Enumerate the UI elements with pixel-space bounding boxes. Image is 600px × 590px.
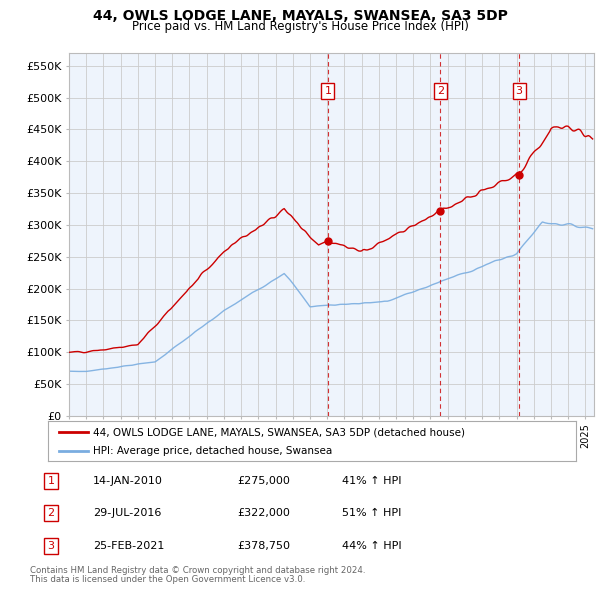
Text: 3: 3 bbox=[515, 86, 523, 96]
Text: 1: 1 bbox=[47, 476, 55, 486]
Text: 2: 2 bbox=[437, 86, 444, 96]
Text: 51% ↑ HPI: 51% ↑ HPI bbox=[342, 509, 401, 518]
Text: Contains HM Land Registry data © Crown copyright and database right 2024.: Contains HM Land Registry data © Crown c… bbox=[30, 566, 365, 575]
Text: £378,750: £378,750 bbox=[237, 541, 290, 550]
Text: 3: 3 bbox=[47, 541, 55, 550]
Text: 1: 1 bbox=[325, 86, 331, 96]
Text: 2: 2 bbox=[47, 509, 55, 518]
Text: This data is licensed under the Open Government Licence v3.0.: This data is licensed under the Open Gov… bbox=[30, 575, 305, 584]
Text: £275,000: £275,000 bbox=[237, 476, 290, 486]
Text: 41% ↑ HPI: 41% ↑ HPI bbox=[342, 476, 401, 486]
Text: 25-FEB-2021: 25-FEB-2021 bbox=[93, 541, 164, 550]
Text: 44, OWLS LODGE LANE, MAYALS, SWANSEA, SA3 5DP: 44, OWLS LODGE LANE, MAYALS, SWANSEA, SA… bbox=[92, 9, 508, 23]
Text: 44% ↑ HPI: 44% ↑ HPI bbox=[342, 541, 401, 550]
Text: 29-JUL-2016: 29-JUL-2016 bbox=[93, 509, 161, 518]
Text: HPI: Average price, detached house, Swansea: HPI: Average price, detached house, Swan… bbox=[93, 445, 332, 455]
Text: 14-JAN-2010: 14-JAN-2010 bbox=[93, 476, 163, 486]
Text: Price paid vs. HM Land Registry's House Price Index (HPI): Price paid vs. HM Land Registry's House … bbox=[131, 20, 469, 33]
Text: 44, OWLS LODGE LANE, MAYALS, SWANSEA, SA3 5DP (detached house): 44, OWLS LODGE LANE, MAYALS, SWANSEA, SA… bbox=[93, 427, 465, 437]
Text: £322,000: £322,000 bbox=[237, 509, 290, 518]
